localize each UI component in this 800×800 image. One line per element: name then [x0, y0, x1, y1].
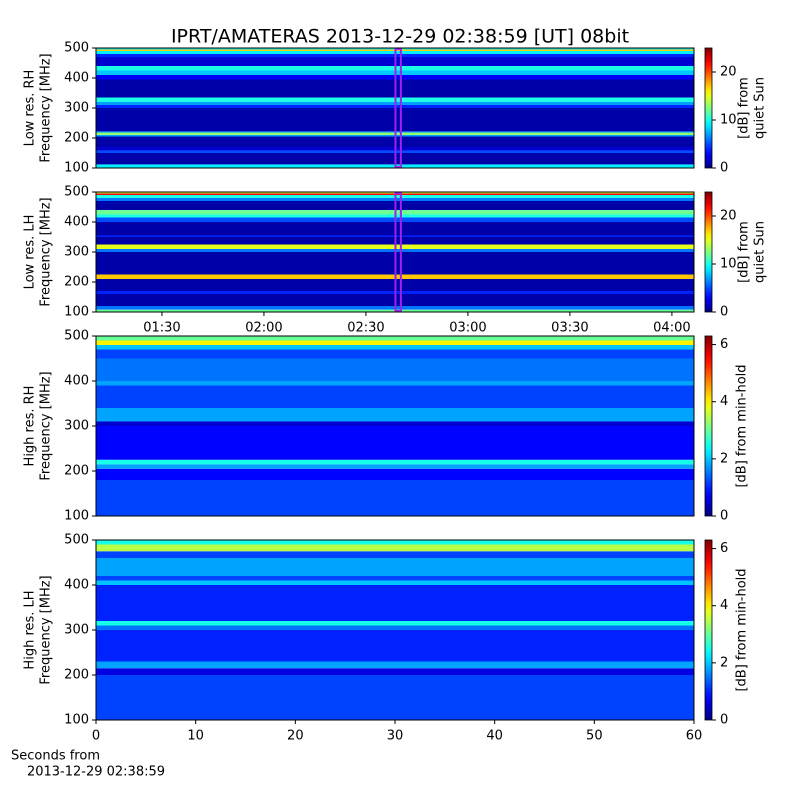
y-tick-label: 100 — [64, 305, 89, 320]
y-tick-label: 200 — [64, 464, 89, 479]
colorbar-label: [dB] from min-hold — [735, 364, 750, 487]
y-tick-label: 400 — [64, 71, 89, 86]
colorbar-tick-label: 0 — [720, 305, 728, 320]
y-tick-label: 400 — [64, 374, 89, 389]
y-tick-label: 400 — [64, 578, 89, 593]
heatmap-cell — [96, 540, 694, 545]
colorbar-tick-label: 6 — [720, 337, 728, 352]
y-axis-label: Low res. LH — [23, 215, 38, 290]
heatmap-cell — [96, 668, 694, 675]
y-tick-label: 100 — [64, 509, 89, 524]
colorbar-tick-label: 20 — [720, 209, 737, 224]
y-axis-label: Frequency [MHz] — [39, 53, 54, 162]
colorbar-label: [dB] from min-hold — [735, 568, 750, 691]
x-axis-label: 2013-12-29 02:38:59 — [27, 765, 165, 780]
heatmap-cell — [96, 580, 694, 585]
y-tick-label: 500 — [64, 533, 89, 548]
colorbar — [704, 335, 713, 517]
colorbar — [704, 191, 713, 313]
x-tick-label: 01:30 — [143, 321, 180, 336]
colorbar-tick-label: 10 — [720, 257, 737, 272]
y-tick-label: 300 — [64, 101, 89, 116]
y-tick-label: 400 — [64, 215, 89, 230]
colorbar-tick-label: 10 — [720, 113, 737, 128]
y-tick-label: 100 — [64, 161, 89, 176]
x-tick-label: 04:00 — [653, 321, 690, 336]
x-tick-label: 0 — [92, 729, 100, 744]
colorbar-label: [dB] from — [737, 221, 752, 283]
heatmap-cell — [96, 625, 694, 630]
colorbar-tick-label: 2 — [720, 451, 728, 466]
y-tick-label: 200 — [64, 668, 89, 683]
heatmap-cell — [96, 345, 694, 350]
colorbar-tick-label: 20 — [720, 65, 737, 80]
x-tick-label: 50 — [586, 729, 603, 744]
heatmap-cell — [96, 381, 694, 386]
y-axis-label: High res. RH — [23, 386, 38, 467]
heatmap-cell — [96, 630, 694, 662]
y-tick-label: 200 — [64, 275, 89, 290]
heatmap-cell — [96, 349, 694, 359]
x-axis-label: Seconds from — [11, 749, 100, 764]
y-axis-label: Frequency [MHz] — [39, 197, 54, 306]
x-tick-label: 02:30 — [347, 321, 384, 336]
heatmap-cell — [96, 480, 694, 516]
y-axis-label: Frequency [MHz] — [39, 575, 54, 684]
colorbar-tick-label: 4 — [720, 598, 728, 613]
colorbar-tick-label: 0 — [720, 713, 728, 728]
heatmap-cell — [96, 544, 694, 552]
y-axis-label: Low res. RH — [23, 70, 38, 147]
y-tick-label: 500 — [64, 185, 89, 200]
heatmap-cell — [96, 459, 694, 465]
y-tick-label: 300 — [64, 245, 89, 260]
time-marker — [394, 192, 402, 312]
heatmap-cell — [96, 464, 694, 469]
chart-title: IPRT/AMATERAS 2013-12-29 02:38:59 [UT] 0… — [171, 26, 629, 48]
colorbar-label: quiet Sun — [753, 221, 768, 283]
y-axis-label: Frequency [MHz] — [39, 371, 54, 480]
heatmap-cell — [96, 336, 694, 341]
y-axis-label: High res. LH — [23, 590, 38, 669]
heatmap-cell — [96, 661, 694, 669]
colorbar — [704, 47, 713, 169]
y-tick-label: 100 — [64, 713, 89, 728]
x-tick-label: 10 — [187, 729, 204, 744]
x-tick-label: 20 — [287, 729, 304, 744]
x-tick-label: 03:30 — [551, 321, 588, 336]
y-tick-label: 300 — [64, 419, 89, 434]
y-tick-label: 500 — [64, 41, 89, 56]
x-tick-label: 02:00 — [245, 321, 282, 336]
heatmap-cell — [96, 385, 694, 408]
x-tick-label: 30 — [387, 729, 404, 744]
heatmap-cell — [96, 408, 694, 422]
colorbar — [704, 539, 713, 721]
heatmap-cell — [96, 468, 694, 480]
y-tick-label: 500 — [64, 329, 89, 344]
heatmap-cell — [96, 621, 694, 626]
heatmap-cell — [96, 558, 694, 576]
heatmap-cell — [96, 585, 694, 621]
heatmap-cell — [96, 426, 694, 460]
heatmap-cell — [96, 675, 694, 720]
y-tick-label: 200 — [64, 131, 89, 146]
heatmap-cell — [96, 421, 694, 426]
colorbar-tick-label: 2 — [720, 655, 728, 670]
colorbar-tick-label: 0 — [720, 509, 728, 524]
heatmap-cell — [96, 340, 694, 345]
colorbar-tick-label: 4 — [720, 394, 728, 409]
heatmap-cell — [96, 358, 694, 381]
time-marker — [394, 48, 402, 168]
colorbar-tick-label: 6 — [720, 541, 728, 556]
heatmap-cell — [96, 551, 694, 558]
colorbar-label: quiet Sun — [753, 77, 768, 139]
colorbar-tick-label: 0 — [720, 161, 728, 176]
x-tick-label: 40 — [486, 729, 503, 744]
heatmap-cell — [96, 576, 694, 581]
x-tick-label: 03:00 — [449, 321, 486, 336]
x-tick-label: 60 — [686, 729, 703, 744]
colorbar-label: [dB] from — [737, 77, 752, 139]
y-tick-label: 300 — [64, 623, 89, 638]
